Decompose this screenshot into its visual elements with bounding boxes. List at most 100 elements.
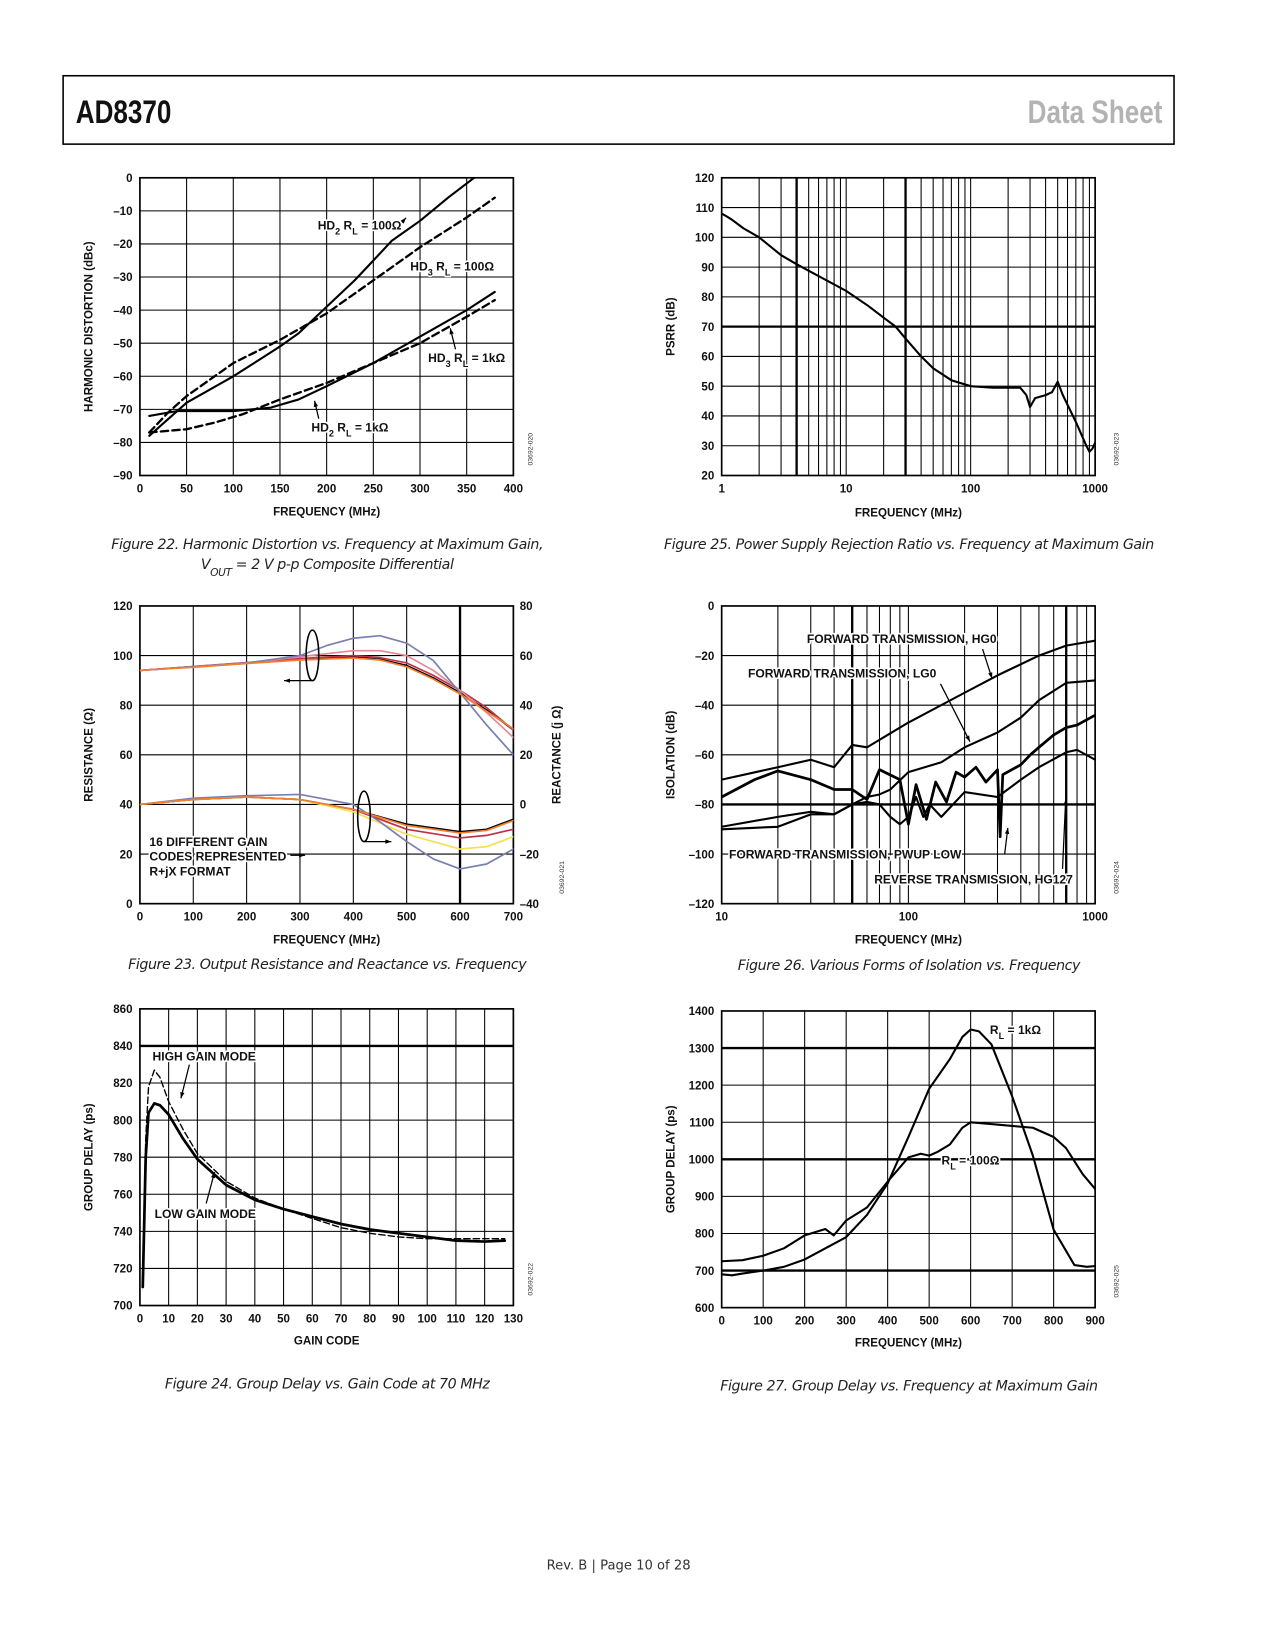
y2-axis-label: REACTANCE (j Ω): [552, 705, 564, 803]
x-tick-label: 800: [1044, 1315, 1063, 1327]
chart-figure-26: 10 100 1000 0 –20 –40 –60 –80 –100 –120 FREQUENCY …: [665, 601, 1120, 946]
annotation-label: LOW GAIN MODE: [155, 1207, 256, 1221]
y-tick-label: –10: [113, 206, 132, 218]
annotation-label: RL = 100Ω: [942, 1154, 1000, 1172]
subscript: L: [352, 226, 358, 236]
figure-id: 03692-020: [527, 433, 534, 466]
y-tick-label: –60: [113, 371, 132, 383]
y-tick-label: 760: [113, 1189, 132, 1201]
x-tick-label: 10: [840, 483, 853, 495]
arrowhead-icon: [210, 1171, 216, 1179]
text-run: 16 DIFFERENT GAIN: [149, 835, 267, 849]
y-axis-label: ISOLATION (dB): [665, 710, 677, 799]
x-tick-label: 600: [450, 912, 469, 924]
figure-caption: Figure 25. Power Supply Rejection Ratio …: [664, 537, 1154, 553]
y-tick-label: 720: [113, 1264, 132, 1276]
x-tick-label: 200: [795, 1315, 814, 1327]
y-tick-label: –30: [113, 272, 132, 284]
annotation-label: FORWARD TRANSMISSION, PWUP LOW: [729, 847, 962, 861]
x-tick-label: 400: [878, 1315, 897, 1327]
subscript: L: [445, 267, 451, 277]
y-tick-label: 0: [126, 899, 132, 911]
y-tick-label: 1200: [689, 1080, 715, 1092]
x-tick-label: 70: [335, 1313, 348, 1325]
x-tick-label: 50: [277, 1313, 290, 1325]
y-tick-label: 30: [701, 441, 714, 453]
figure-caption: Figure 24. Group Delay vs. Gain Code at …: [165, 1377, 491, 1393]
x-tick-label: 900: [1085, 1315, 1104, 1327]
arrowhead-icon: [449, 328, 454, 335]
y-tick-label: 90: [701, 262, 714, 274]
y-tick-label: 60: [120, 750, 133, 762]
y-tick-label: –100: [689, 849, 715, 861]
subscript: 2: [335, 226, 340, 236]
arrowhead-icon: [1004, 827, 1010, 835]
gridlines: [721, 177, 1096, 476]
text-run: Figure 26. Various Forms of Isolation vs…: [738, 958, 1081, 974]
y-tick-label: 0: [126, 173, 132, 185]
arrowhead-icon: [1063, 799, 1068, 806]
x-tick-label: 0: [137, 1313, 143, 1325]
figure-caption: Figure 26. Various Forms of Isolation vs…: [738, 958, 1081, 974]
x-tick-label: 0: [137, 912, 143, 924]
figure-id: 03692-025: [1113, 1265, 1120, 1298]
y-tick-label: –20: [113, 239, 132, 251]
subscript: OUT: [210, 566, 233, 579]
x-tick-label: 300: [410, 483, 429, 495]
x-tick-label: 200: [237, 912, 256, 924]
text-run: Figure 23. Output Resistance and Reactan…: [128, 957, 527, 973]
plot-frame: [139, 1008, 515, 1307]
text-run: = 1kΩ: [1004, 1023, 1041, 1037]
plot-frame: [139, 176, 515, 477]
x-tick-label: 0: [137, 483, 143, 495]
arrowhead-icon: [299, 853, 306, 858]
text-run: = 100Ω: [956, 1154, 1000, 1168]
x-tick-label: 200: [317, 483, 336, 495]
series-line-1: [721, 1121, 1096, 1263]
text-run: R: [942, 1154, 951, 1168]
header-box: [62, 74, 1175, 145]
series-line-5: [139, 796, 514, 833]
y-tick-label: –20: [695, 651, 714, 663]
text-run: R+jX FORMAT: [149, 864, 231, 878]
series-line-8: [139, 793, 514, 870]
y-tick-label: 20: [701, 471, 714, 483]
bracket-ellipse: [356, 790, 372, 843]
x-tick-label: 400: [504, 483, 523, 495]
y-tick-label: 700: [113, 1301, 132, 1313]
y-axis-label: HARMONIC DISTORTION (dBc): [84, 241, 96, 412]
x-tick-label: 250: [364, 483, 383, 495]
y-tick-label: 20: [120, 849, 133, 861]
y2-tick-label: 0: [520, 800, 526, 812]
y-tick-label: 1000: [689, 1155, 715, 1167]
series-line-3: [148, 298, 496, 434]
text-run: = 2 V p-p Composite Differential: [232, 557, 454, 573]
text-run: FORWARD TRANSMISSION, PWUP LOW: [729, 847, 962, 861]
x-tick-label: 500: [397, 912, 416, 924]
annotation-label: 16 DIFFERENT GAIN: [149, 835, 267, 849]
annotation-label: FORWARD TRANSMISSION, LG0: [748, 666, 937, 680]
y-tick-label: 120: [695, 173, 714, 185]
series-layer: [721, 1028, 1096, 1277]
x-tick-label: 100: [754, 1315, 773, 1327]
y-tick-label: 100: [113, 651, 132, 663]
x-tick-label: 100: [418, 1313, 437, 1325]
text-run: V: [201, 557, 212, 573]
figure-caption: Figure 22. Harmonic Distortion vs. Frequ…: [111, 537, 543, 553]
text-run: CODES REPRESENTED: [149, 850, 286, 864]
y-axis-label: GROUP DELAY (ps): [665, 1105, 677, 1213]
text-run: REVERSE TRANSMISSION, HG127: [874, 873, 1073, 887]
subscript: L: [463, 359, 469, 369]
series-line-3: [139, 634, 514, 756]
series-layer: [721, 212, 1096, 453]
series-line-1: [141, 1102, 507, 1289]
x-tick-label: 10: [162, 1313, 175, 1325]
annotation-label: FORWARD TRANSMISSION, HG0: [807, 632, 997, 646]
x-axis-label: GAIN CODE: [294, 1335, 360, 1347]
series-line-3: [721, 713, 1096, 839]
y-tick-label: 110: [696, 203, 715, 215]
y-tick-label: 700: [695, 1266, 714, 1278]
x-tick-label: 100: [224, 483, 243, 495]
